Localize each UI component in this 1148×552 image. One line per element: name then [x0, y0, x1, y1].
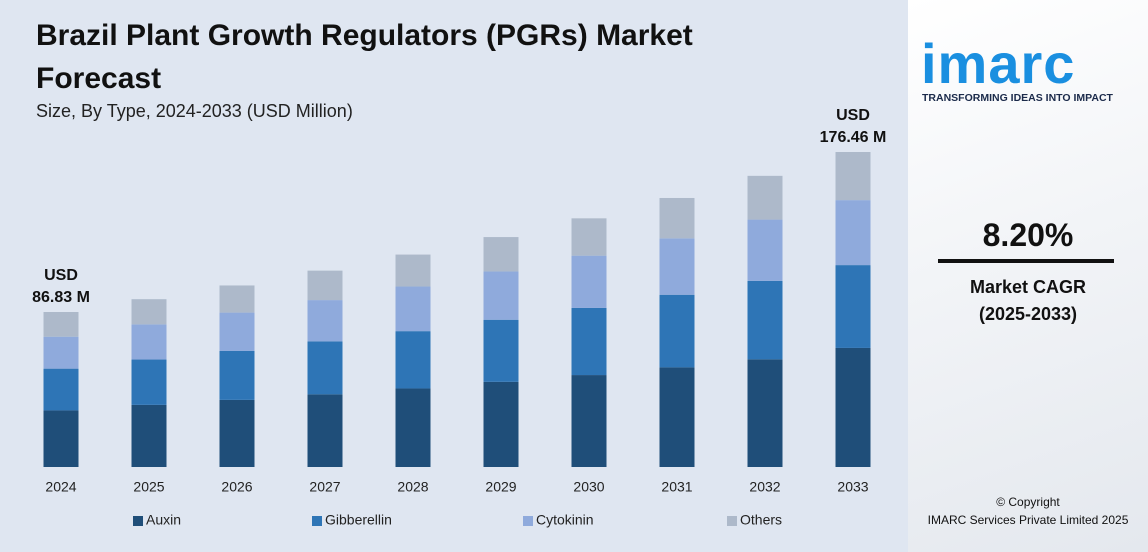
bar-segment — [395, 254, 431, 287]
x-tick-label: 2025 — [133, 479, 164, 495]
legend-label: Gibberellin — [325, 512, 392, 528]
bar-segment — [395, 331, 431, 389]
x-tick-label: 2026 — [221, 479, 252, 495]
bar-segment — [219, 350, 255, 400]
bar-segment — [131, 299, 167, 325]
legend-swatch — [523, 516, 533, 526]
cagr-value: 8.20% — [982, 217, 1074, 253]
x-tick-label: 2027 — [309, 479, 340, 495]
copyright: © Copyright — [996, 495, 1060, 509]
bar-segment — [835, 152, 871, 201]
bar-segment — [571, 375, 607, 467]
legend-label: Others — [740, 512, 782, 528]
bar-segment — [43, 368, 79, 411]
legend-label: Cytokinin — [536, 512, 594, 528]
bar-segment — [747, 359, 783, 467]
bar-segment — [659, 367, 695, 467]
company: IMARC Services Private Limited 2025 — [927, 513, 1129, 527]
bar-segment — [131, 404, 167, 467]
chart-subtitle: Size, By Type, 2024-2033 (USD Million) — [36, 101, 353, 121]
bar-segment — [43, 410, 79, 467]
x-tick-label: 2032 — [749, 479, 780, 495]
bar-segment — [747, 219, 783, 281]
x-tick-label: 2033 — [837, 479, 868, 495]
bar-segment — [835, 200, 871, 266]
bar-segment — [571, 307, 607, 376]
x-tick-label: 2031 — [661, 479, 692, 495]
bar-segment — [571, 218, 607, 256]
bar-segment — [659, 238, 695, 295]
chart-title: Brazil Plant Growth Regulators (PGRs) Ma… — [36, 19, 693, 95]
bar-segment — [835, 265, 871, 348]
x-tick-label: 2029 — [485, 479, 516, 495]
bar-segment — [483, 381, 519, 467]
annotation: 86.83 M — [32, 289, 90, 306]
divider — [938, 259, 1114, 263]
legend-swatch — [312, 516, 322, 526]
bar-segment — [307, 300, 343, 342]
legend-swatch — [133, 516, 143, 526]
tagline: TRANSFORMING IDEAS INTO IMPACT — [922, 92, 1113, 104]
bar-segment — [395, 388, 431, 467]
legend-swatch — [727, 516, 737, 526]
bar-segment — [483, 237, 519, 272]
bar-segment — [659, 294, 695, 368]
side-panel: imarc TRANSFORMING IDEAS INTO IMPACT 8.2… — [908, 0, 1148, 552]
bar-segment — [43, 336, 79, 369]
cagr-label: Market CAGR — [969, 277, 1087, 297]
bar-segment — [307, 270, 343, 301]
annotation: USD — [836, 107, 870, 124]
annotation: USD — [44, 267, 78, 284]
logo: imarc — [921, 32, 1076, 95]
x-tick-label: 2030 — [573, 479, 604, 495]
bar-segment — [219, 399, 255, 467]
bar-segment — [483, 319, 519, 382]
legend-label: Auxin — [146, 512, 181, 528]
x-tick-label: 2024 — [45, 479, 76, 495]
bar-segment — [131, 359, 167, 405]
bar-segment — [747, 175, 783, 220]
bar-segment — [659, 197, 695, 239]
cagr-period: (2025-2033) — [978, 304, 1078, 324]
bar-segment — [571, 255, 607, 308]
annotation: 176.46 M — [820, 129, 887, 146]
bar-segment — [219, 285, 255, 313]
bar-segment — [835, 347, 871, 467]
chart: 2024 2025 2026 2027 2028 2029 2030 2031 2032 2033… — [32, 107, 887, 528]
x-tick-label: 2028 — [397, 479, 428, 495]
bar-segment — [307, 394, 343, 467]
bar-segment — [747, 280, 783, 360]
bar-segment — [219, 312, 255, 351]
bar-segment — [483, 271, 519, 320]
bar-segment — [43, 311, 79, 337]
bar-segment — [307, 341, 343, 395]
bar-segment — [131, 324, 167, 360]
bar-segment — [395, 286, 431, 332]
